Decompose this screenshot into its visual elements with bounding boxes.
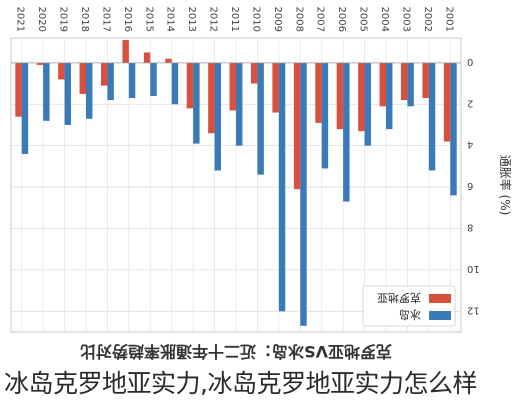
x-tick-label: 2011: [229, 7, 240, 32]
bar-iceland: [386, 62, 393, 130]
chart: 0 2 4 6 8 10 12 2001 2002 2003 2004 2005 2006 2007 200…: [10, 6, 513, 361]
bar-croatia: [58, 62, 65, 80]
bar-croatia: [293, 62, 301, 190]
x-tick-label: 2008: [293, 7, 304, 32]
x-tick-label: 2017: [100, 7, 111, 32]
bar-iceland: [214, 62, 221, 171]
bar-croatia: [208, 62, 215, 134]
bar-croatia: [443, 62, 451, 142]
legend: 冰岛 克罗地亚: [362, 285, 456, 327]
bar-iceland: [86, 62, 93, 119]
bar-croatia: [422, 62, 429, 99]
y-tick-label: 12: [467, 304, 480, 315]
x-tick-label: 2013: [186, 7, 197, 32]
bar-croatia: [36, 62, 44, 65]
y-axis-label: 通胀率 (%): [498, 155, 513, 216]
axes: 0 2 4 6 8 10 12 2001 2002 2003 2004 2005 2006 2007 200…: [11, 7, 480, 315]
x-tick-label: 2003: [400, 7, 411, 32]
bar-iceland: [107, 62, 114, 101]
legend-label: 克罗地亚: [377, 291, 421, 304]
x-tick-label: 2019: [58, 7, 69, 32]
bar-iceland: [407, 62, 414, 107]
x-tick-label: 2021: [15, 7, 26, 32]
bar-iceland: [64, 62, 71, 125]
bar-iceland: [236, 62, 243, 146]
x-tick-label: 2020: [36, 7, 47, 32]
bar-iceland: [321, 62, 329, 169]
x-tick-label: 2002: [422, 7, 433, 32]
bar-iceland: [450, 62, 457, 196]
bar-iceland: [128, 62, 136, 99]
y-tick-label: 6: [467, 180, 473, 191]
bar-iceland: [43, 62, 50, 121]
bar-croatia: [229, 62, 236, 111]
bar-iceland: [21, 62, 29, 154]
bar-iceland: [343, 62, 350, 202]
legend-label: 冰岛: [399, 308, 421, 322]
x-tick-label: 2010: [250, 7, 261, 32]
x-tick-label: 2018: [79, 7, 90, 32]
bars: [15, 40, 457, 326]
bar-croatia: [122, 40, 129, 63]
legend-swatch: [429, 294, 451, 303]
x-tick-label: 2005: [358, 7, 369, 32]
bar-croatia: [379, 62, 386, 107]
bar-croatia: [401, 62, 408, 101]
y-tick-label: 8: [467, 221, 473, 232]
bar-croatia: [79, 62, 86, 94]
y-tick-label: 0: [467, 56, 473, 67]
bar-iceland: [428, 62, 436, 171]
bar-croatia: [272, 62, 279, 113]
x-tick-label: 2007: [315, 7, 326, 32]
bar-iceland: [278, 62, 286, 312]
bar-croatia: [186, 62, 194, 109]
bar-iceland: [150, 62, 157, 96]
x-tick-label: 2004: [379, 7, 390, 32]
bar-croatia: [315, 62, 322, 123]
bar-iceland: [171, 62, 179, 105]
y-tick-label: 10: [467, 263, 480, 274]
bar-iceland: [364, 62, 371, 146]
caption: 冰岛克罗地亚实力,冰岛克罗地亚实力怎么样: [4, 369, 477, 398]
bar-croatia: [358, 62, 365, 132]
bar-iceland: [300, 62, 307, 326]
x-tick-label: 2001: [443, 7, 454, 32]
x-tick-label: 2014: [165, 7, 176, 32]
bar-croatia: [143, 52, 151, 63]
chart-title: 克罗地亚VS冰岛：近二十年通胀率趋势对比: [80, 342, 392, 361]
x-tick-label: 2015: [143, 7, 154, 32]
x-tick-label: 2009: [272, 7, 283, 32]
bar-croatia: [251, 62, 258, 84]
bar-croatia: [15, 62, 22, 117]
bar-croatia: [101, 62, 108, 86]
legend-swatch: [429, 311, 451, 320]
y-tick-label: 4: [467, 139, 473, 150]
bar-croatia: [165, 58, 172, 63]
x-tick-label: 2006: [336, 7, 347, 32]
bar-iceland: [257, 62, 264, 175]
bar-iceland: [193, 62, 200, 144]
x-tick-label: 2012: [208, 7, 219, 32]
bar-croatia: [336, 62, 344, 130]
y-tick-label: 2: [467, 97, 473, 108]
x-tick-label: 2016: [122, 7, 133, 32]
